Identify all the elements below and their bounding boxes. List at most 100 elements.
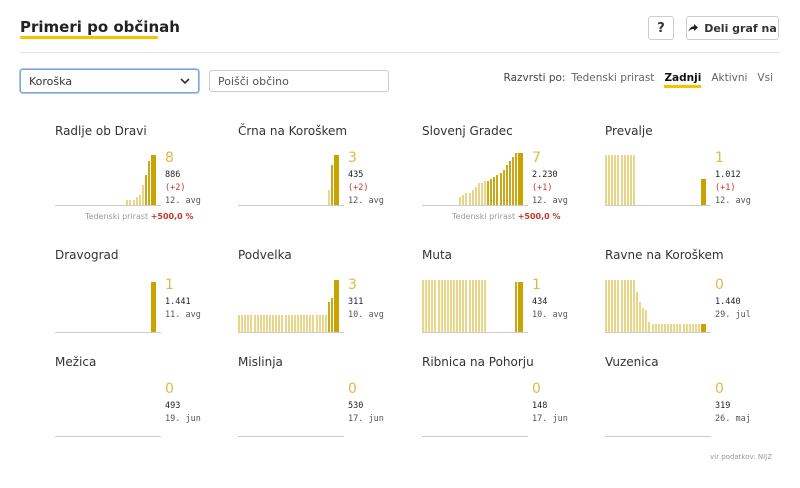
share-button[interactable]: Deli graf na [686, 16, 779, 40]
sparkline-bar [694, 324, 697, 332]
sparkline-bar [474, 280, 477, 332]
sparkline-bar [456, 280, 459, 332]
sparkline-bar [676, 324, 679, 332]
sparkline-bar [511, 157, 514, 205]
municipality-card[interactable]: Ribnica na Pohorju 0 148 17. jun [422, 355, 597, 465]
sparkline-chart [55, 154, 161, 206]
date-value: 29. jul [715, 310, 751, 320]
sparkline-chart [238, 385, 344, 437]
sparkline-bar [327, 302, 330, 332]
sparkline-bar [428, 280, 431, 332]
sparkline-bar [515, 153, 517, 205]
sort-option-weekly[interactable]: Tedenski prirast [571, 72, 655, 84]
sparkline-bar [518, 282, 523, 332]
sparkline-bar [648, 322, 651, 332]
sparkline-bar [629, 155, 632, 205]
help-button[interactable]: ? [648, 16, 674, 40]
total-value: 1.440 [715, 297, 741, 307]
sparkline-bar [334, 155, 339, 205]
date-value: 17. jun [348, 414, 384, 424]
sparkline-bar [446, 280, 449, 332]
municipality-name: Vuzenica [605, 355, 659, 369]
sparkline-bar [148, 161, 150, 205]
sparkline-bar [679, 324, 682, 332]
sparkline-bar [663, 324, 666, 332]
sparkline-bar [306, 315, 309, 332]
sparkline-bar [515, 282, 517, 332]
diff-value: (+1) [532, 183, 553, 193]
sort-option-active[interactable]: Aktivni [711, 72, 748, 84]
sparkline-bar [141, 185, 144, 205]
latest-value: 1 [532, 277, 541, 293]
sparkline-bar [632, 155, 635, 205]
sparkline-bar [636, 292, 638, 332]
sparkline-chart [238, 154, 344, 206]
total-value: 1.012 [715, 170, 741, 180]
share-arrow-icon [688, 24, 699, 32]
sparkline-bar [253, 315, 256, 332]
municipality-name: Slovenj Gradec [422, 124, 513, 138]
sparkline-bar [496, 175, 499, 205]
weekly-growth-label: Tedenski prirast [85, 212, 151, 221]
sparkline-bar [477, 183, 480, 205]
date-value: 26. maj [715, 414, 751, 424]
sparkline-bar [449, 280, 452, 332]
municipality-card[interactable]: Mežica 0 493 19. jun [55, 355, 230, 465]
sparkline-bar [484, 181, 486, 205]
region-select[interactable]: Koroška [20, 69, 199, 93]
sparkline-bar [440, 280, 443, 332]
sparkline-chart [605, 385, 711, 437]
municipality-card[interactable]: Dravograd 1 1.441 11. avg [55, 248, 230, 358]
sparkline-bar [605, 155, 607, 205]
municipality-card[interactable]: Slovenj Gradec 7 2.230 (+1) 12. avg Tedenski … [422, 124, 597, 234]
sparkline-bar [129, 200, 132, 205]
sparkline-bar [645, 310, 648, 332]
sparkline-chart [422, 153, 528, 206]
municipality-card[interactable]: Prevalje 1 1.012 (+1) 12. avg [605, 124, 780, 234]
sparkline-bar [484, 280, 486, 332]
sparkline-bar [287, 315, 290, 332]
municipality-card[interactable]: Ravne na Koroškem 0 1.440 29. jul [605, 248, 780, 358]
sparkline-bar [701, 324, 706, 332]
sparkline-bar [493, 177, 496, 205]
sparkline-bar [321, 315, 324, 332]
sparkline-bar [334, 280, 339, 332]
weekly-growth: Tedenski prirast +500,0 % [85, 212, 194, 221]
latest-value: 8 [165, 150, 174, 166]
municipality-card[interactable]: Vuzenica 0 319 26. maj [605, 355, 780, 465]
sparkline-bar [331, 298, 333, 332]
sparkline-bar [425, 280, 428, 332]
sparkline-bar [135, 197, 138, 205]
sparkline-bar [499, 173, 502, 205]
sparkline-chart [605, 154, 711, 206]
total-value: 435 [348, 170, 364, 180]
sort-option-all[interactable]: Vsi [757, 72, 773, 84]
sparkline-bar [651, 324, 654, 332]
municipality-card[interactable]: Mislinja 0 530 17. jun [238, 355, 413, 465]
sparkline-bar [275, 315, 278, 332]
municipality-card[interactable]: Podvelka 3 311 10. avg [238, 248, 413, 358]
sparkline-bar [331, 165, 333, 205]
sparkline-bar [480, 280, 483, 332]
search-input[interactable] [209, 70, 389, 92]
sparkline-bar [327, 190, 330, 205]
sparkline-bar [471, 280, 474, 332]
sparkline-bar [691, 324, 694, 332]
sparkline-bar [480, 183, 483, 205]
sparkline-bar [670, 324, 673, 332]
sparkline-bar [462, 195, 465, 205]
latest-value: 3 [348, 277, 357, 293]
sort-options: Razvrsti po: Tedenski prirast Zadnji Akt… [504, 72, 773, 88]
sparkline-bar [660, 324, 663, 332]
municipality-card[interactable]: Radlje ob Dravi 8 886 (+2) 12. avg Tedenski p… [55, 124, 230, 234]
municipality-name: Dravograd [55, 248, 119, 262]
sparkline-bar [259, 315, 262, 332]
sort-option-latest[interactable]: Zadnji [664, 72, 702, 88]
sparkline-bar [617, 280, 620, 332]
municipality-card[interactable]: Črna na Koroškem 3 435 (+2) 12. avg [238, 124, 413, 234]
date-value: 11. avg [165, 310, 201, 320]
latest-value: 0 [715, 277, 724, 293]
header-divider [20, 52, 780, 53]
municipality-card[interactable]: Muta 1 434 10. avg [422, 248, 597, 358]
region-select-value: Koroška [29, 74, 73, 88]
